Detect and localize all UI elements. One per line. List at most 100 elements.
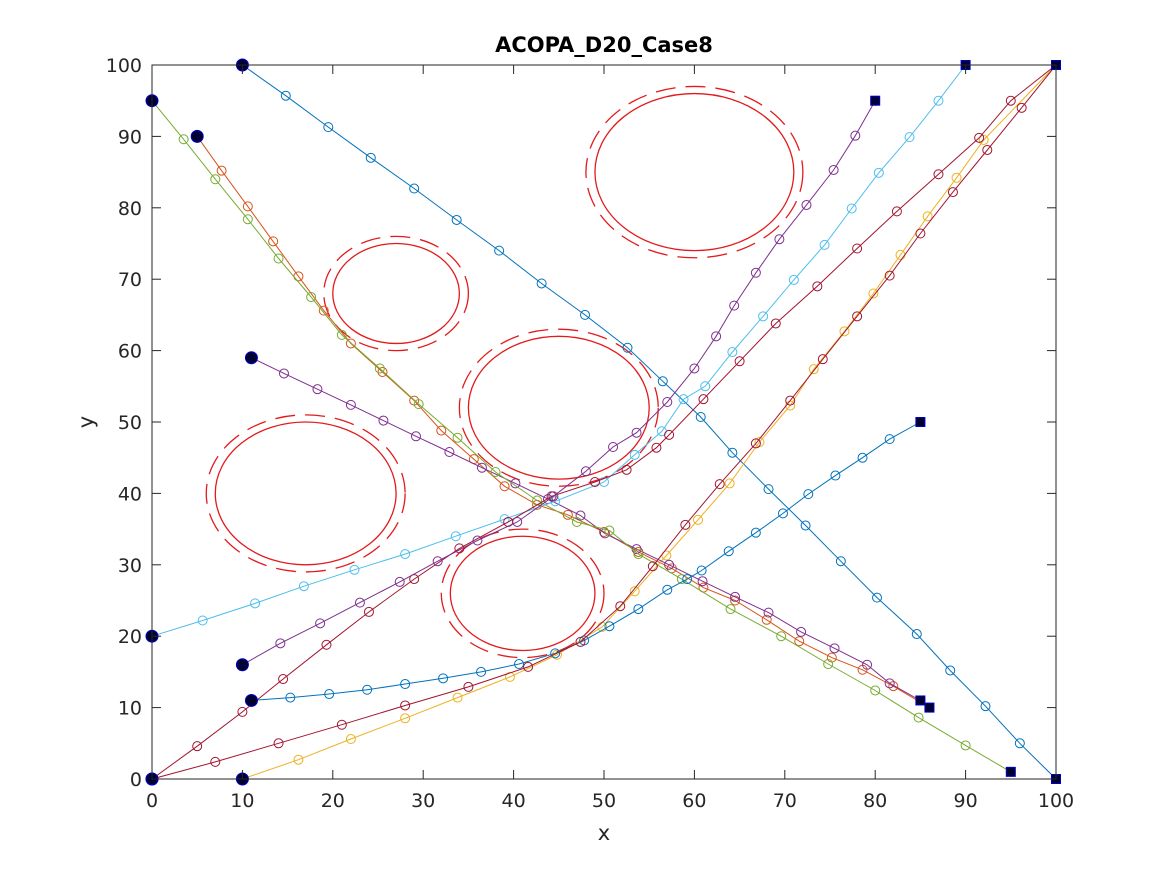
series-7-point-13 [651, 442, 662, 453]
series-4-point-2 [278, 368, 289, 379]
series-10-point-2 [275, 638, 286, 649]
series-9-point-15 [817, 354, 828, 365]
series-6-point-15 [727, 347, 738, 358]
x-tick-label-10: 100 [1038, 790, 1074, 812]
series-3-point-19 [922, 211, 933, 222]
y-tick-label-9: 90 [118, 126, 142, 148]
series-6-point-18 [819, 239, 830, 250]
series-3-point-6 [504, 671, 515, 682]
series-1-point-20 [980, 701, 991, 712]
series-10-start-marker [235, 658, 249, 672]
series-1-point-4 [365, 152, 376, 163]
series-7-point-11 [589, 476, 600, 487]
series-4-point-7 [444, 446, 455, 457]
series-7-point-4 [278, 674, 289, 685]
series-9-point-13 [750, 438, 761, 449]
series-3-point-11 [693, 514, 704, 525]
series-9-point-8 [575, 636, 586, 647]
series-5-point-4 [242, 214, 253, 225]
series-3-point-20 [951, 172, 962, 183]
series-3-point-21 [978, 134, 989, 145]
series-1-point-16 [835, 556, 846, 567]
series-1-point-7 [494, 245, 505, 256]
y-tick-label-8: 80 [118, 198, 142, 220]
series-6-point-9 [550, 496, 561, 507]
series-5-point-15 [633, 549, 644, 560]
series-9-point-11 [680, 519, 691, 530]
series-5-point-3 [210, 174, 221, 185]
series-1-point-9 [580, 309, 591, 320]
series-9-point-6 [463, 681, 474, 692]
obstacle-4 [214, 421, 397, 566]
series-6-point-20 [873, 167, 884, 178]
series-4-point-3 [312, 384, 323, 395]
series-5-point-13 [571, 516, 582, 527]
obstacle-layer [205, 85, 804, 659]
series-4-point-5 [378, 415, 389, 426]
series-2-start-marker [190, 129, 204, 143]
series-7-point-19 [852, 243, 863, 254]
series-6-line [151, 64, 966, 637]
series-5-point-17 [725, 604, 736, 615]
series-5-point-14 [604, 525, 615, 536]
series-4-point-18 [796, 626, 807, 637]
series-5-point-2 [178, 134, 189, 145]
series-8-line [251, 421, 921, 701]
series-7-point-15 [698, 394, 709, 405]
series-9-point-5 [400, 700, 411, 711]
series-3-point-10 [661, 550, 672, 561]
series-1-point-5 [409, 183, 420, 194]
series-10-point-10 [580, 466, 591, 477]
obstacle-1 [594, 92, 795, 252]
series-7-point-20 [891, 206, 902, 217]
series-10-point-8 [512, 516, 523, 527]
obstacle-4-margin [205, 414, 406, 573]
series-8-point-5 [400, 679, 411, 690]
y-tick-label-10: 100 [106, 55, 142, 77]
series-layer [147, 60, 1061, 784]
series-9-point-12 [714, 479, 725, 490]
series-4-point-19 [829, 643, 840, 654]
obstacle-3 [467, 335, 650, 480]
x-tick-label-7: 70 [773, 790, 797, 812]
series-10-point-21 [850, 130, 861, 141]
series-2-point-19 [730, 595, 741, 606]
x-tick-label-8: 80 [863, 790, 887, 812]
series-3-point-2 [293, 754, 304, 765]
x-axis-label: x [598, 821, 610, 845]
series-6-point-22 [933, 95, 944, 106]
series-3-line [242, 64, 1057, 780]
series-5-point-9 [413, 399, 424, 410]
obstacle-1-margin [585, 85, 804, 259]
x-tick-label-3: 30 [411, 790, 435, 812]
series-8-point-14 [682, 574, 693, 585]
series-5-point-5 [273, 253, 284, 264]
series-8-point-6 [438, 673, 449, 684]
series-2-point-20 [761, 614, 772, 625]
series-5-point-20 [870, 685, 881, 696]
series-6-point-3 [250, 598, 261, 609]
series-7-point-2 [192, 741, 203, 752]
series-8-point-16 [723, 546, 734, 557]
series-5-point-21 [913, 712, 924, 723]
series-5-point-8 [374, 363, 385, 374]
series-9-point-10 [647, 561, 658, 572]
series-9-point-20 [982, 144, 993, 155]
series-2-point-22 [826, 652, 837, 663]
series-3-point-15 [808, 364, 819, 375]
series-6-point-17 [788, 274, 799, 285]
series-3-point-3 [345, 734, 356, 745]
series-5-point-7 [336, 329, 347, 340]
series-5-point-6 [306, 292, 317, 303]
series-4-start-marker [244, 351, 258, 365]
series-6-point-5 [349, 564, 360, 575]
series-10-point-16 [729, 300, 740, 311]
series-7-point-17 [770, 318, 781, 329]
series-9-point-9 [615, 601, 626, 612]
series-6-point-13 [678, 394, 689, 405]
series-10-point-14 [689, 363, 700, 374]
series-1-point-15 [800, 520, 811, 531]
series-10-point-6 [432, 556, 443, 567]
series-8-point-18 [777, 508, 788, 519]
y-axis-label: y [74, 416, 98, 428]
